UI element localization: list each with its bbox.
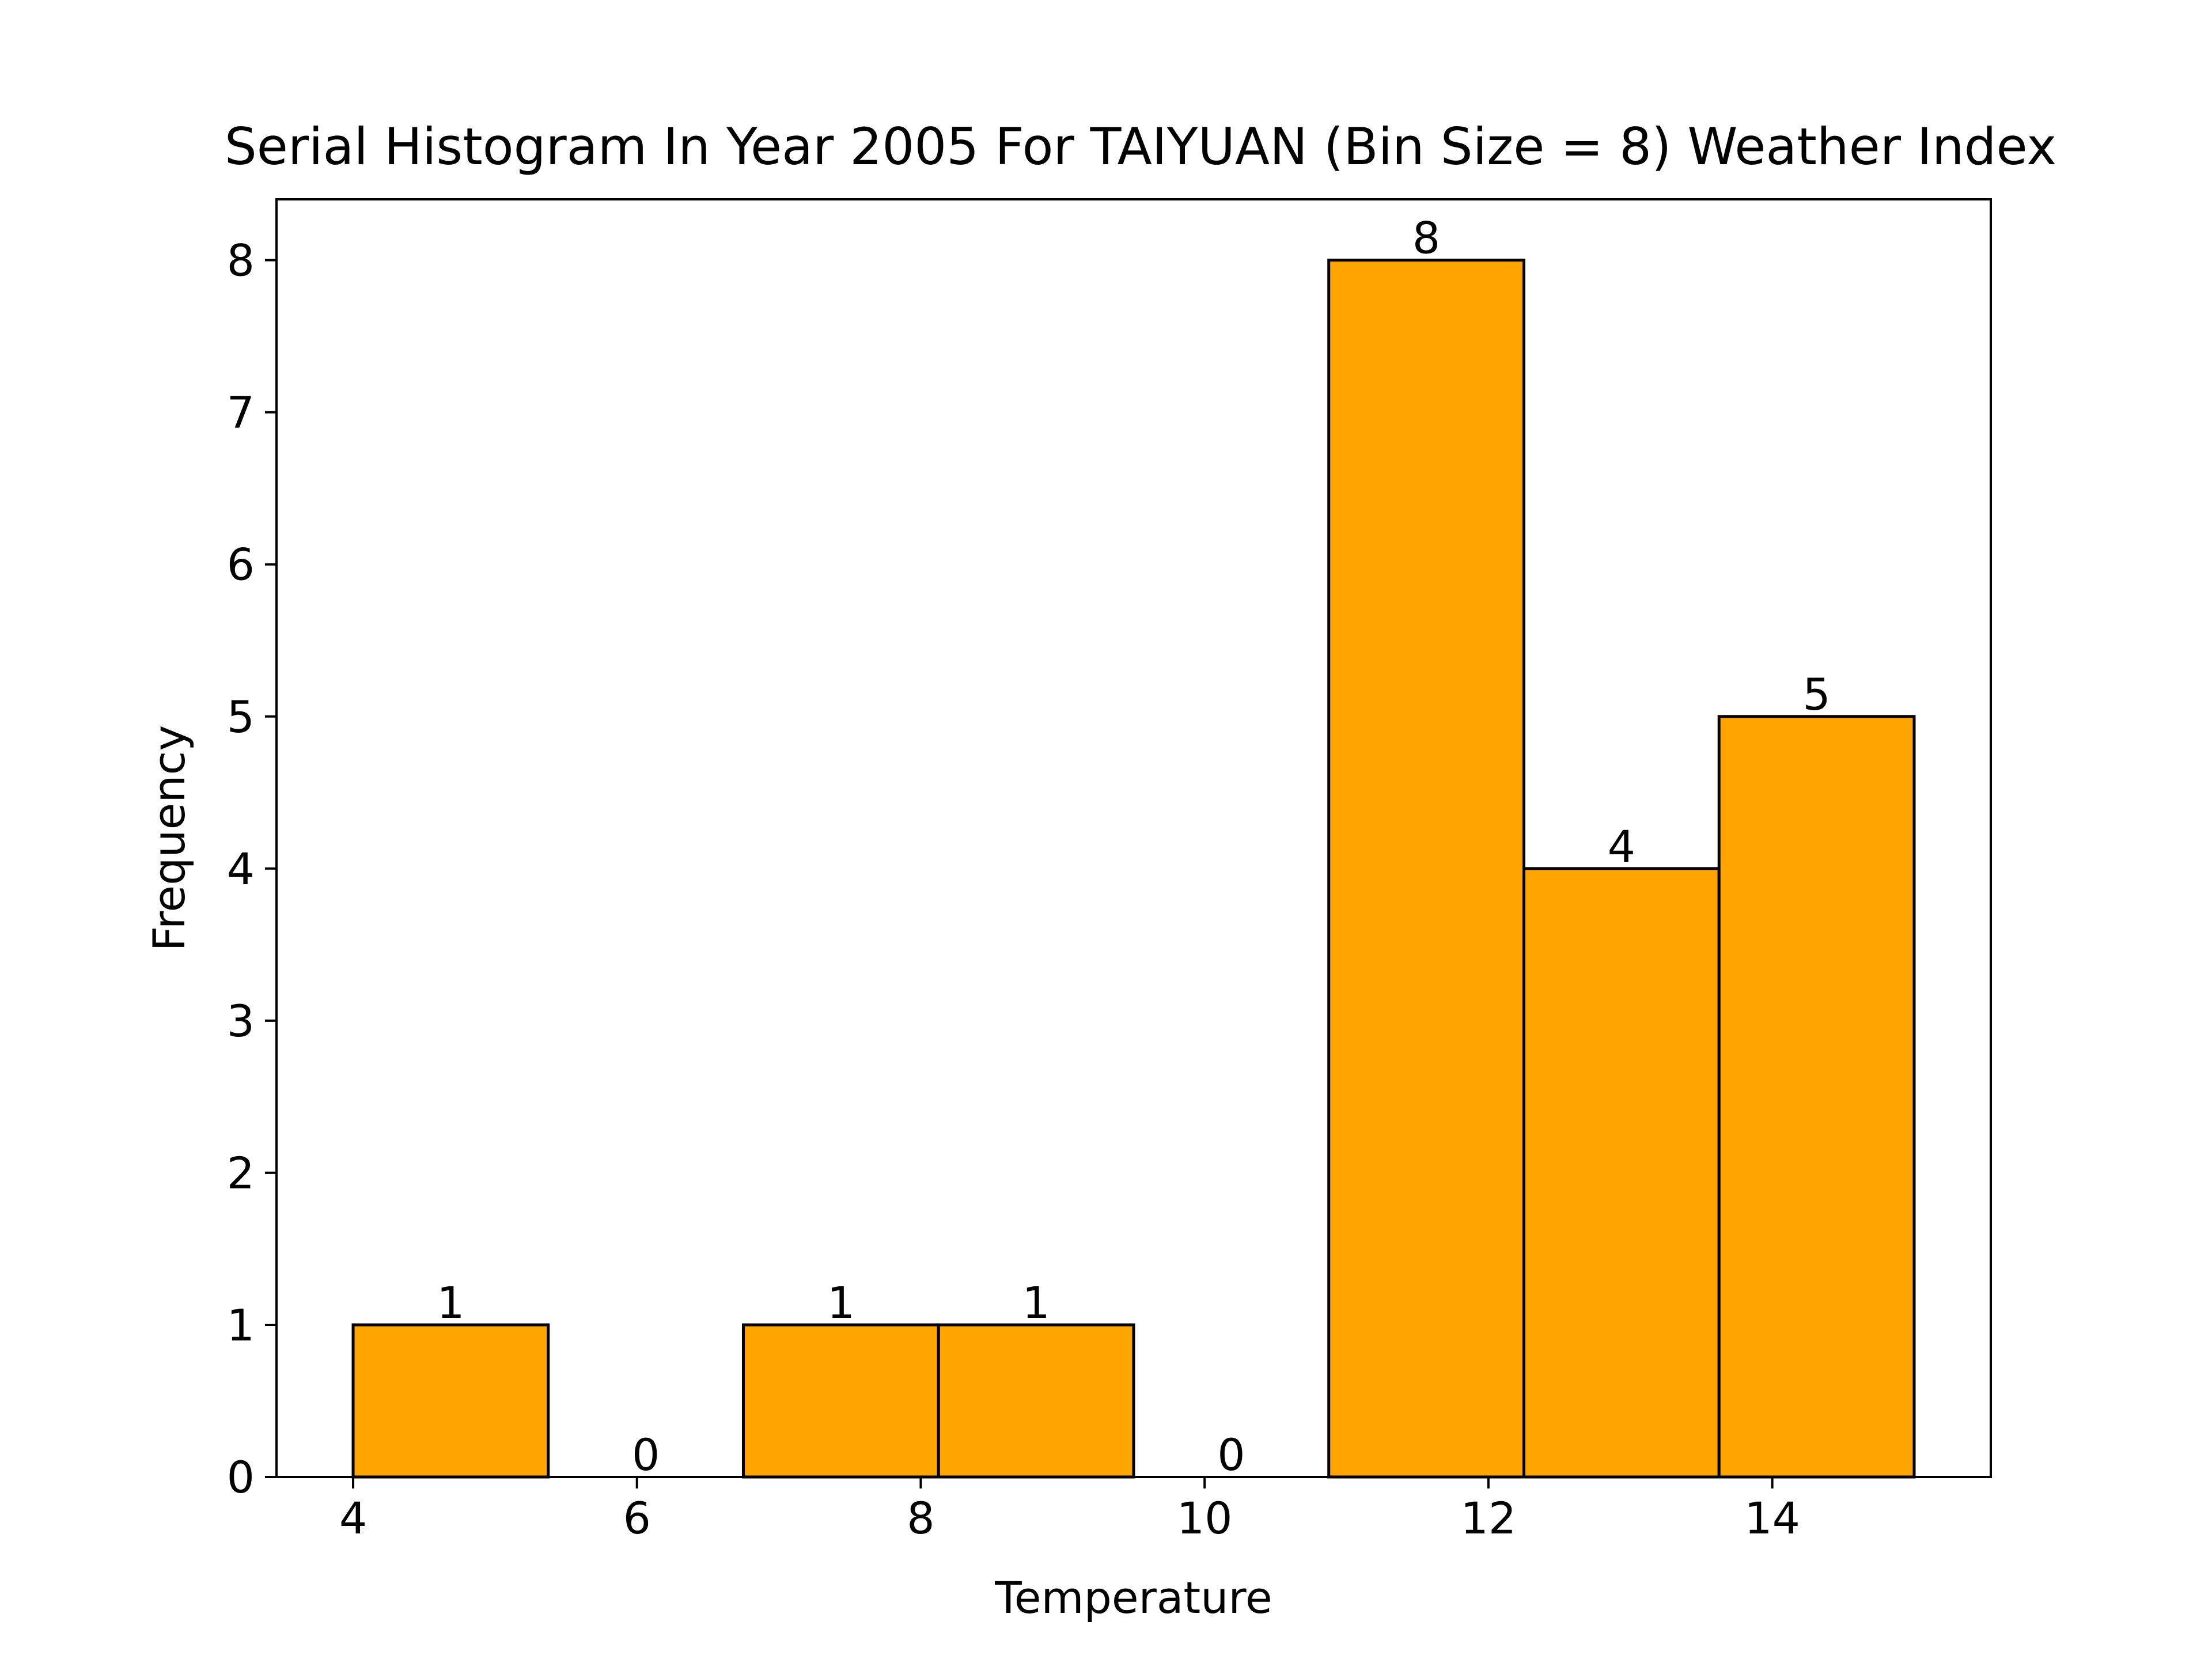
y-tick-label: 3	[227, 995, 255, 1047]
x-tick-label: 8	[907, 1493, 934, 1544]
bar-value-label: 1	[827, 1277, 855, 1328]
x-tick-label: 10	[1177, 1493, 1233, 1544]
histogram-bar	[351, 1323, 550, 1479]
bar-value-label: 5	[1802, 669, 1830, 720]
histogram-bar	[742, 1323, 940, 1479]
bar-value-label: 4	[1608, 821, 1635, 872]
bar-value-label: 0	[1217, 1429, 1245, 1480]
bar-value-label: 1	[437, 1277, 464, 1328]
y-tick-label: 8	[227, 235, 255, 286]
bar-value-label: 0	[632, 1429, 660, 1480]
y-tick-label: 6	[227, 539, 255, 590]
plot-area-frame	[275, 198, 1992, 1478]
x-tick-label: 4	[339, 1493, 367, 1544]
histogram-bar	[1717, 715, 1916, 1479]
y-tick-label: 7	[227, 387, 255, 438]
x-tick-label: 6	[623, 1493, 651, 1544]
y-axis-ticks: 0 1 2 3 4 5 6 7 8	[227, 235, 276, 1503]
y-axis-label: Frequency	[143, 725, 195, 952]
histogram-bar	[1522, 867, 1721, 1479]
chart-title: Serial Histogram In Year 2005 For TAIYUA…	[225, 117, 2056, 176]
data-labels-layer: 1 0 1 1 0 8 4 5	[437, 213, 1831, 1480]
x-axis-label: Temperature	[994, 1572, 1272, 1623]
x-tick-label: 12	[1461, 1493, 1517, 1544]
bar-value-label: 8	[1412, 213, 1440, 264]
histogram-bar	[1327, 259, 1525, 1479]
y-tick-label: 5	[227, 691, 255, 743]
y-tick-label: 2	[227, 1147, 255, 1199]
x-axis-ticks: 4 6 8 10 12 14	[339, 1477, 1800, 1544]
bar-value-label: 1	[1022, 1277, 1050, 1328]
y-tick-label: 1	[227, 1300, 255, 1351]
bars-layer	[351, 259, 1916, 1479]
histogram-bar	[937, 1323, 1135, 1479]
y-tick-label: 0	[227, 1452, 255, 1503]
y-tick-label: 4	[227, 843, 255, 895]
x-tick-label: 14	[1744, 1493, 1800, 1544]
